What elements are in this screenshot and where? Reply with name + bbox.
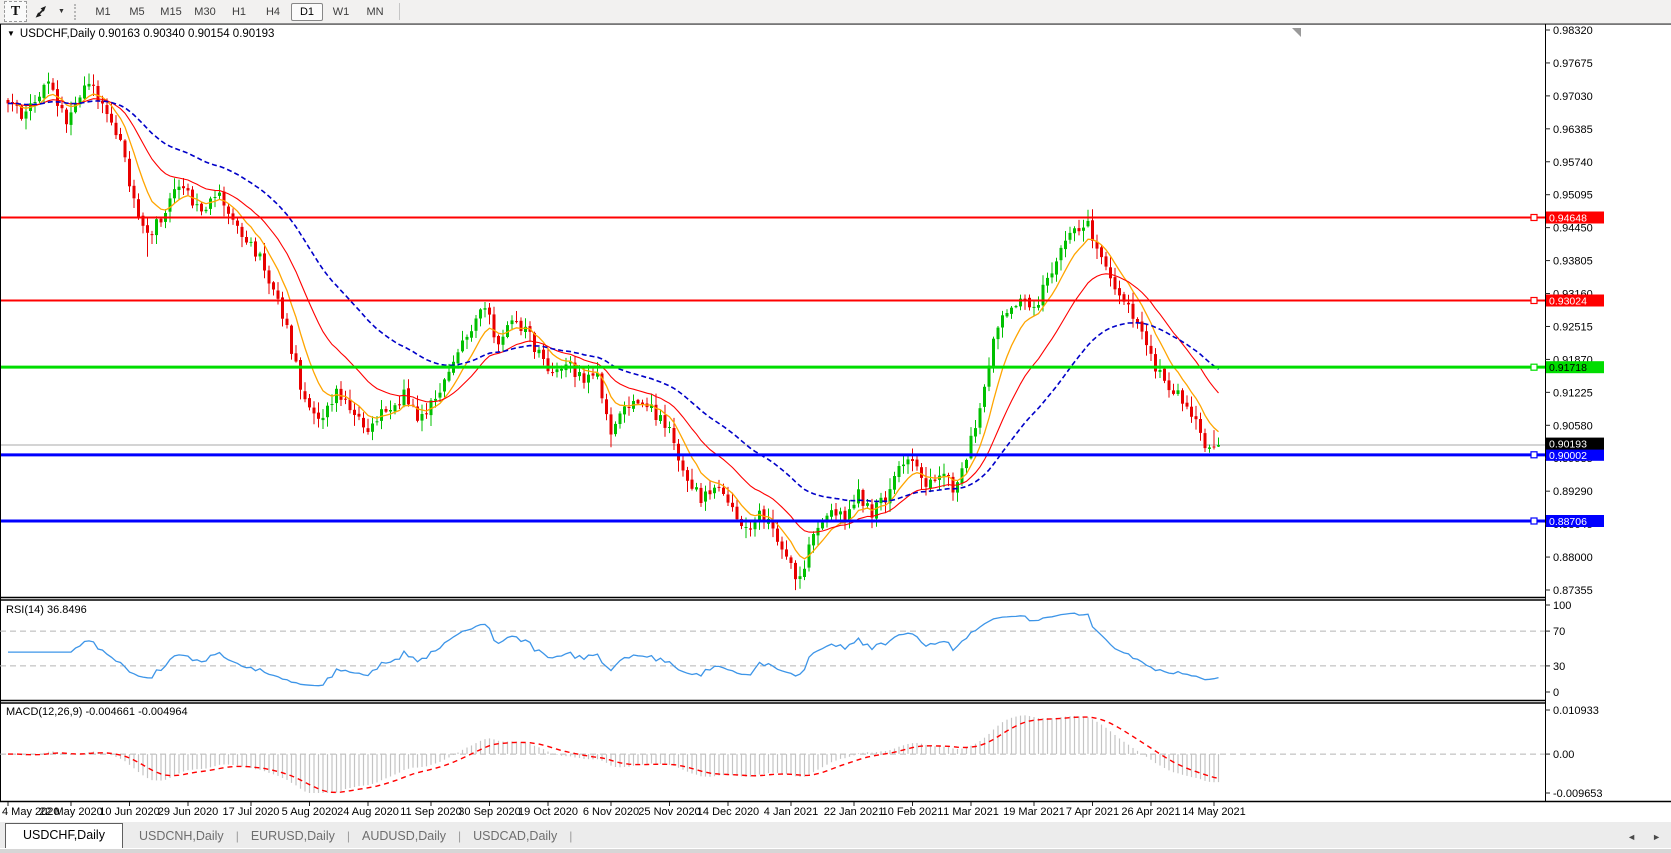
- window-bottom-strip: [0, 848, 1671, 853]
- price-pane[interactable]: [0, 28, 1545, 590]
- svg-text:0.95095: 0.95095: [1553, 190, 1593, 202]
- svg-text:0: 0: [1553, 687, 1559, 699]
- svg-text:6 Nov 2020: 6 Nov 2020: [583, 806, 639, 818]
- rsi-pane[interactable]: 100 70 30 0: [0, 600, 1571, 699]
- tab-usdcnh-daily[interactable]: USDCNH,Daily: [127, 825, 236, 848]
- svg-text:0.94648: 0.94648: [1549, 213, 1587, 225]
- svg-text:22 May 2020: 22 May 2020: [39, 806, 103, 818]
- tab-list: USDCHF,DailyUSDCNH,Daily|EURUSD,Daily|AU…: [5, 823, 572, 848]
- tab-scroll-arrows: ◄ ►: [1627, 832, 1661, 842]
- svg-text:19 Oct 2020: 19 Oct 2020: [518, 806, 578, 818]
- text-tool-button[interactable]: T: [4, 1, 27, 22]
- svg-text:-0.009653: -0.009653: [1553, 788, 1603, 800]
- svg-text:0.91718: 0.91718: [1549, 362, 1587, 374]
- svg-text:0.98320: 0.98320: [1553, 25, 1593, 37]
- chart-area: 0.98320 0.97675 0.97030 0.96385 0.95740 0.950…: [0, 24, 1671, 822]
- svg-text:14 May 2021: 14 May 2021: [1182, 806, 1246, 818]
- svg-text:7 Apr 2021: 7 Apr 2021: [1066, 806, 1119, 818]
- svg-text:70: 70: [1553, 626, 1565, 638]
- timeframe-button-d1[interactable]: D1: [291, 3, 323, 21]
- tab-usdcad-daily[interactable]: USDCAD,Daily: [461, 825, 569, 848]
- svg-text:29 Jun 2020: 29 Jun 2020: [158, 806, 219, 818]
- svg-text:19 Mar 2021: 19 Mar 2021: [1003, 806, 1065, 818]
- svg-text:0.93805: 0.93805: [1553, 256, 1593, 268]
- timeframe-button-mn[interactable]: MN: [359, 3, 391, 21]
- timeframe-button-m5[interactable]: M5: [121, 3, 153, 21]
- svg-text:22 Jan 2021: 22 Jan 2021: [824, 806, 885, 818]
- svg-text:0.97675: 0.97675: [1553, 58, 1593, 70]
- svg-text:10 Feb 2021: 10 Feb 2021: [882, 806, 944, 818]
- price-axis[interactable]: 0.98320 0.97675 0.97030 0.96385 0.95740 0.950…: [1545, 25, 1604, 597]
- tabs-scroll-left-button[interactable]: ◄: [1627, 832, 1636, 842]
- timeframe-group: M1M5M15M30H1H4D1W1MN: [86, 3, 392, 21]
- svg-text:0.90580: 0.90580: [1553, 420, 1593, 432]
- svg-text:17 Jul 2020: 17 Jul 2020: [223, 806, 280, 818]
- svg-text:30 Sep 2020: 30 Sep 2020: [458, 806, 520, 818]
- svg-text:0.88000: 0.88000: [1553, 552, 1593, 564]
- svg-text:0.89290: 0.89290: [1553, 486, 1593, 498]
- svg-text:0.010933: 0.010933: [1553, 705, 1599, 717]
- tabs-scroll-right-button[interactable]: ►: [1652, 832, 1661, 842]
- timeframe-button-m1[interactable]: M1: [87, 3, 119, 21]
- svg-text:25 Nov 2020: 25 Nov 2020: [638, 806, 700, 818]
- svg-text:14 Dec 2020: 14 Dec 2020: [697, 806, 759, 818]
- arrows-icon: [33, 4, 49, 20]
- tab-divider: |: [569, 829, 572, 848]
- tab-audusd-daily[interactable]: AUDUSD,Daily: [350, 825, 458, 848]
- timeframe-button-h1[interactable]: H1: [223, 3, 255, 21]
- macd-pane[interactable]: 0.010933 0.00 -0.009653: [0, 705, 1603, 800]
- arrow-objects-dropdown-caret[interactable]: ▼: [55, 1, 68, 22]
- time-axis[interactable]: 4 May 202022 May 202010 Jun 202029 Jun 2…: [2, 802, 1246, 818]
- svg-text:0.91225: 0.91225: [1553, 387, 1593, 399]
- svg-text:4 Jan 2021: 4 Jan 2021: [764, 806, 818, 818]
- chart-tab-bar: USDCHF,DailyUSDCNH,Daily|EURUSD,Daily|AU…: [0, 822, 1671, 848]
- svg-text:0.00: 0.00: [1553, 749, 1574, 761]
- svg-text:0.90193: 0.90193: [1549, 439, 1587, 451]
- svg-text:0.92515: 0.92515: [1553, 321, 1593, 333]
- tab-eurusd-daily[interactable]: EURUSD,Daily: [239, 825, 347, 848]
- svg-text:24 Aug 2020: 24 Aug 2020: [337, 806, 399, 818]
- svg-text:0.88706: 0.88706: [1549, 516, 1587, 528]
- svg-text:11 Sep 2020: 11 Sep 2020: [400, 806, 462, 818]
- svg-text:26 Apr 2021: 26 Apr 2021: [1121, 806, 1180, 818]
- tab-usdchf-daily[interactable]: USDCHF,Daily: [5, 823, 123, 848]
- timeframe-button-h4[interactable]: H4: [257, 3, 289, 21]
- svg-text:100: 100: [1553, 600, 1571, 612]
- chart-shift-marker[interactable]: [1292, 28, 1301, 37]
- svg-text:0.95740: 0.95740: [1553, 157, 1593, 169]
- toolbar-divider: [399, 3, 400, 20]
- timeframe-button-m15[interactable]: M15: [155, 3, 187, 21]
- toolbar: T ▼ M1M5M15M30H1H4D1W1MN: [0, 0, 1671, 24]
- timeframe-button-w1[interactable]: W1: [325, 3, 357, 21]
- svg-text:10 Jun 2020: 10 Jun 2020: [99, 806, 160, 818]
- svg-text:0.97030: 0.97030: [1553, 91, 1593, 103]
- toolbar-gripper: [74, 4, 79, 20]
- svg-text:0.87355: 0.87355: [1553, 585, 1593, 597]
- arrow-objects-button[interactable]: [29, 1, 53, 22]
- price-chart-canvas[interactable]: 0.98320 0.97675 0.97030 0.96385 0.95740 0.950…: [0, 24, 1671, 822]
- svg-text:0.93024: 0.93024: [1549, 295, 1587, 307]
- svg-text:1 Mar 2021: 1 Mar 2021: [943, 806, 999, 818]
- svg-text:0.96385: 0.96385: [1553, 124, 1593, 136]
- svg-text:30: 30: [1553, 661, 1565, 673]
- timeframe-button-m30[interactable]: M30: [189, 3, 221, 21]
- svg-text:5 Aug 2020: 5 Aug 2020: [282, 806, 338, 818]
- svg-text:0.90002: 0.90002: [1549, 450, 1587, 462]
